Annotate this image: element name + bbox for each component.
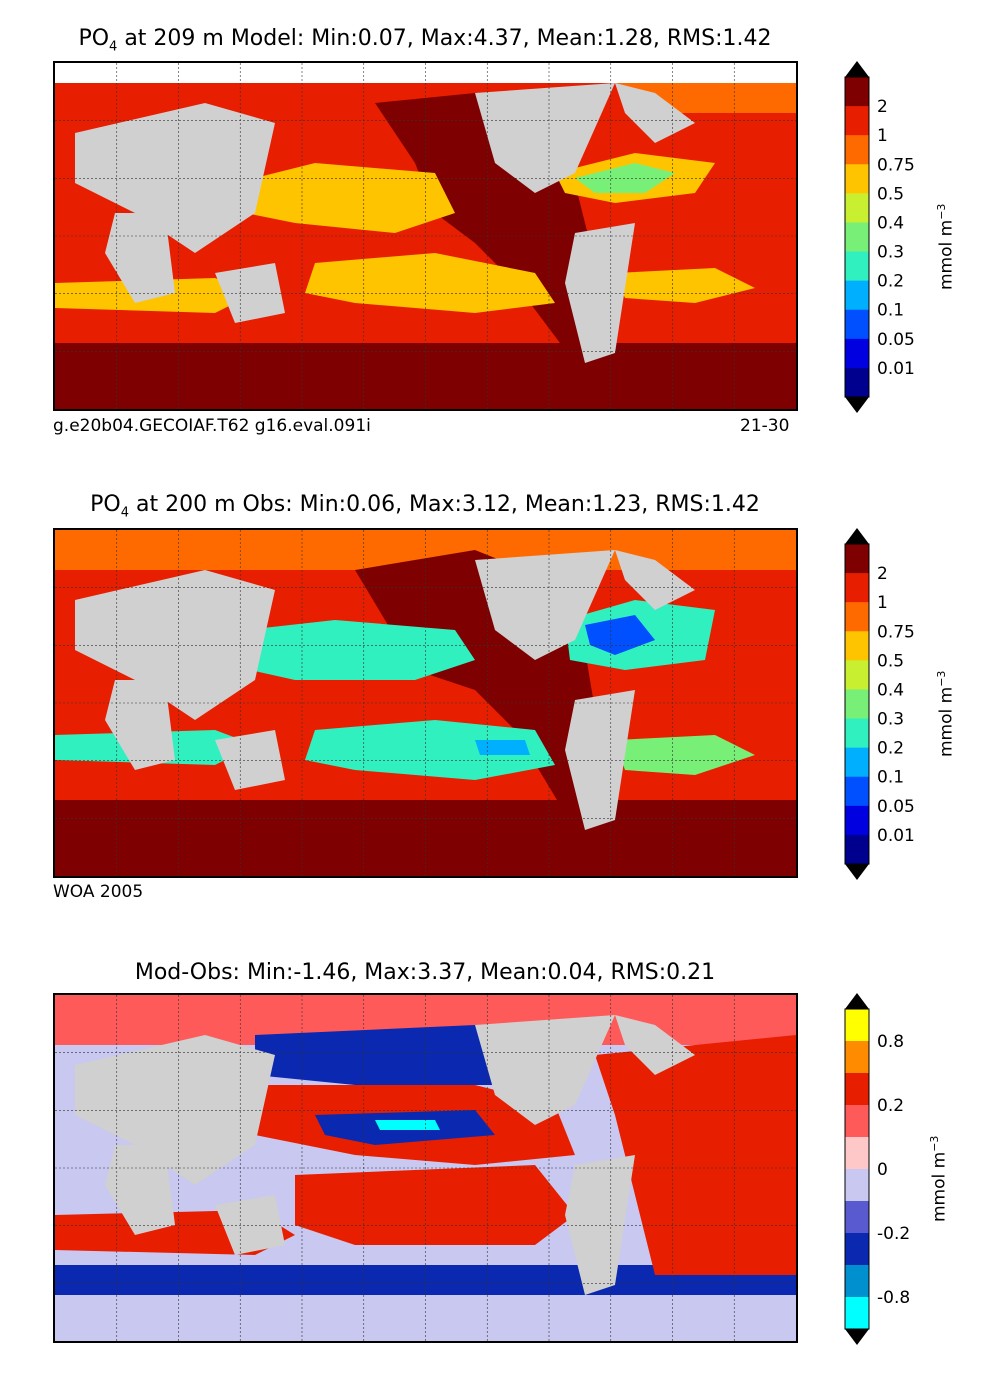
diff-swatch <box>845 1073 869 1106</box>
model-swatch <box>845 251 869 282</box>
diff-colorbar-unit: mmol m−3 <box>928 1135 950 1222</box>
diff-tick-label: 0.2 <box>877 1096 904 1116</box>
diff-map-field <box>55 995 796 1341</box>
obs-colorbar: 2 1 0.75 0.5 0.4 0.3 0.2 0.1 0.05 0.01 <box>843 528 983 884</box>
obs-footer-left: WOA 2005 <box>53 882 144 902</box>
model-swatch <box>845 135 869 165</box>
diff-tick-label: 0.8 <box>877 1032 904 1052</box>
model-tick-label: 0.5 <box>877 184 904 204</box>
diff-tick-label: -0.8 <box>877 1288 910 1308</box>
model-tick-label: 0.2 <box>877 272 904 292</box>
panel-3-title: Mod-Obs: Min:-1.46, Max:3.37, Mean:0.04,… <box>134 960 716 985</box>
diff-swatch <box>845 1041 869 1074</box>
obs-swatch <box>845 631 869 661</box>
model-colorbar-unit: mmol m−3 <box>935 203 957 290</box>
diff-colorbar: 0.8 0.2 0 -0.2 -0.8 <box>843 993 983 1349</box>
model-swatch <box>845 222 869 253</box>
diff-swatch <box>845 1297 869 1330</box>
diff-swatch <box>845 1137 869 1170</box>
diff-tick-label: 0 <box>877 1160 888 1180</box>
obs-swatch <box>845 573 869 603</box>
model-swatch <box>845 164 869 194</box>
model-tick-label: 1 <box>877 126 888 146</box>
obs-tick-label: 0.75 <box>877 622 915 642</box>
model-colorbar: 2 1 0.75 0.5 0.4 0.3 0.2 0.1 0.05 0.01 <box>843 61 983 417</box>
diff-swatch <box>845 1233 869 1266</box>
model-swatch <box>845 367 869 398</box>
model-swatch <box>845 309 869 340</box>
obs-swatch <box>845 544 869 574</box>
diff-map <box>53 993 798 1343</box>
diff-swatch <box>845 1201 869 1234</box>
obs-tick-label: 0.5 <box>877 651 904 671</box>
obs-tick-label: 0.2 <box>877 739 904 759</box>
obs-swatch <box>845 718 869 749</box>
model-swatch <box>845 193 869 223</box>
model-map <box>53 61 798 411</box>
diff-swatch <box>845 1169 869 1202</box>
obs-tick-label: 1 <box>877 593 888 613</box>
model-swatch <box>845 280 869 311</box>
obs-tick-label: 2 <box>877 564 888 584</box>
obs-colorbar-unit: mmol m−3 <box>935 670 957 757</box>
obs-swatch <box>845 689 869 720</box>
diff-tick-label: -0.2 <box>877 1224 910 1244</box>
obs-map <box>53 528 798 878</box>
obs-tick-label: 0.3 <box>877 710 904 730</box>
panel-1-title: PO4 at 209 m Model: Min:0.07, Max:4.37, … <box>78 26 772 55</box>
model-swatch <box>845 338 869 369</box>
obs-swatch <box>845 776 869 807</box>
model-tick-label: 0.01 <box>877 359 915 379</box>
obs-tick-label: 0.1 <box>877 768 904 788</box>
model-tick-label: 0.75 <box>877 155 915 175</box>
diff-swatch <box>845 1265 869 1298</box>
obs-tick-label: 0.4 <box>877 680 904 700</box>
model-footer-left: g.e20b04.GECOIAF.T62 g16.eval.091i <box>53 416 371 436</box>
obs-tick-label: 0.01 <box>877 826 915 846</box>
panel-2-title: PO4 at 200 m Obs: Min:0.06, Max:3.12, Me… <box>90 492 760 521</box>
model-tick-label: 0.3 <box>877 243 904 263</box>
model-tick-label: 0.05 <box>877 330 915 350</box>
model-swatch <box>845 77 869 107</box>
model-footer-right: 21-30 <box>740 416 790 436</box>
model-map-field <box>55 63 796 409</box>
obs-tick-label: 0.05 <box>877 797 915 817</box>
obs-swatch <box>845 805 869 836</box>
obs-swatch <box>845 602 869 632</box>
obs-swatch <box>845 834 869 865</box>
diff-swatch <box>845 1009 869 1042</box>
model-tick-label: 0.4 <box>877 213 904 233</box>
model-tick-label: 2 <box>877 97 888 117</box>
obs-swatch <box>845 660 869 690</box>
diff-swatch <box>845 1105 869 1138</box>
model-tick-label: 0.1 <box>877 301 904 321</box>
model-swatch <box>845 106 869 136</box>
obs-swatch <box>845 747 869 778</box>
obs-map-field <box>55 530 796 876</box>
